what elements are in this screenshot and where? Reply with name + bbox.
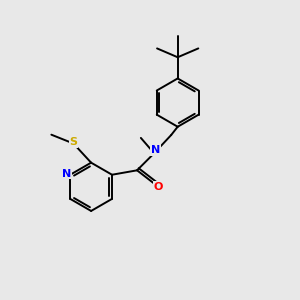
- Text: S: S: [69, 137, 77, 147]
- Text: N: N: [62, 169, 71, 178]
- Text: N: N: [151, 145, 160, 155]
- Text: O: O: [154, 182, 163, 192]
